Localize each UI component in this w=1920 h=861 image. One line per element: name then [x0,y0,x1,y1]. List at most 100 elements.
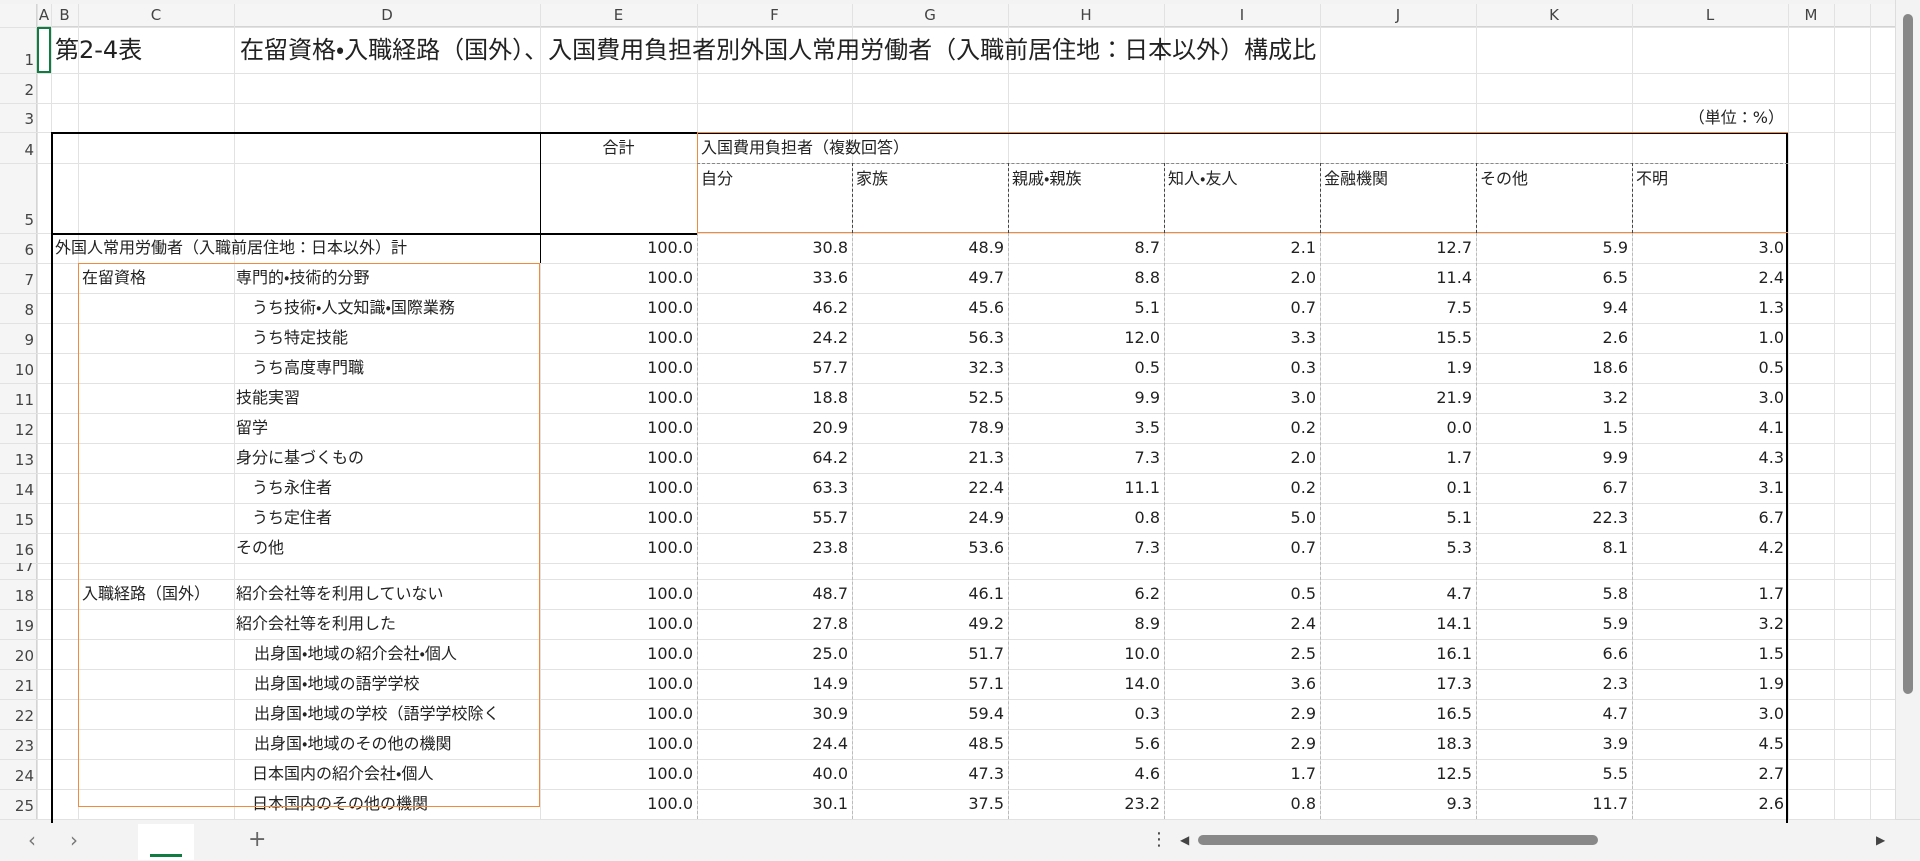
item-label: うち技術・人文知識・国際業務 [252,298,455,317]
value-cell: 24.4 [812,734,848,753]
grid-line [0,609,1895,610]
item-label: うち高度専門職 [252,358,365,377]
value-cell: 5.1 [1134,298,1160,317]
scroll-thumb[interactable] [1198,835,1598,845]
row-number: 13 [14,451,34,469]
prev-sheet[interactable]: ‹ [28,830,36,850]
value-cell: 0.2 [1290,418,1316,437]
value-cell: 0.1 [1446,478,1472,497]
value-cell: 22.3 [1592,508,1628,527]
value-cell: 12.7 [1436,238,1472,257]
value-cell: 4.3 [1758,448,1784,467]
value-cell: 3.3 [1290,328,1316,347]
value-cell: 30.9 [812,704,848,723]
row-number: 14 [14,481,34,499]
grid-line [0,789,1895,790]
value-cell: 1.7 [1758,584,1784,603]
add-sheet[interactable]: + [248,828,267,852]
value-cell: 1.5 [1758,644,1784,663]
value-cell: 22.4 [968,478,1004,497]
column-rule [1008,233,1009,819]
column-rule [1476,163,1477,233]
item-label: 日本国内のその他の機関 [252,794,429,813]
grid-line [0,699,1895,700]
value-cell: 7.3 [1134,538,1160,557]
value-cell: 8.1 [1602,538,1628,557]
vertical-scrollbar[interactable] [1895,0,1920,819]
row-number: 3 [24,110,34,128]
value-cell: 100.0 [647,794,693,813]
column-header: C [150,6,162,24]
value-cell: 45.6 [968,298,1004,317]
unit-label: （単位：%） [1688,107,1784,127]
value-cell: 30.8 [812,238,848,257]
grid-line [0,639,1895,640]
value-cell: 0.3 [1134,704,1160,723]
item-label: 日本国内の紹介会社・個人 [252,764,434,783]
value-cell: 6.6 [1602,644,1628,663]
column-rule [852,233,853,819]
grid-line [0,443,1895,444]
column-header: B [59,6,70,24]
item-label: 留学 [236,418,269,437]
value-cell: 56.3 [968,328,1004,347]
value-cell: 18.3 [1436,734,1472,753]
column-rule [1476,233,1477,819]
column-rule [1632,233,1633,819]
value-cell: 11.7 [1592,794,1628,813]
column-header-bar [0,4,1895,27]
column-header: J [1395,6,1401,24]
grid-line [0,293,1895,294]
value-cell: 0.5 [1134,358,1160,377]
value-cell: 27.8 [812,614,848,633]
row-number: 22 [14,707,34,725]
grid-line [540,4,541,819]
value-cell: 18.8 [812,388,848,407]
value-cell: 48.9 [968,238,1004,257]
value-cell: 8.7 [1134,238,1160,257]
table-number: 第2-4表 [55,36,143,64]
value-cell: 14.9 [812,674,848,693]
value-cell: 12.5 [1436,764,1472,783]
grid-line [0,563,1895,564]
column-rule [697,233,698,819]
column-rule [1164,233,1165,819]
value-cell: 9.9 [1134,388,1160,407]
value-cell: 2.6 [1602,328,1628,347]
value-cell: 0.3 [1290,358,1316,377]
value-cell: 0.5 [1290,584,1316,603]
grid-line [0,729,1895,730]
value-cell: 17.3 [1436,674,1472,693]
more-menu[interactable]: ⋮ [1150,829,1160,850]
scroll-thumb[interactable] [1903,14,1913,694]
sheet-tab-label[interactable] [138,830,194,852]
grid-line [0,579,1895,580]
grid-line [1870,4,1871,819]
horizontal-scrollbar[interactable]: ◀ ▶ [1180,830,1890,850]
next-sheet[interactable]: › [70,830,78,850]
value-cell: 100.0 [647,508,693,527]
sheet-tab[interactable] [138,824,194,860]
value-cell: 21.3 [968,448,1004,467]
grid-line [0,353,1895,354]
tab-underline [150,854,182,857]
total-rule [540,132,541,263]
value-cell: 12.0 [1124,328,1160,347]
value-cell: 5.5 [1602,764,1628,783]
column-header: D [381,6,393,24]
value-cell: 2.1 [1290,238,1316,257]
value-cell: 2.4 [1758,268,1784,287]
scroll-right[interactable]: ▶ [1876,833,1886,847]
grid-line [234,4,235,819]
value-cell: 6.5 [1602,268,1628,287]
scroll-left[interactable]: ◀ [1180,833,1190,847]
label-box [78,263,540,807]
value-cell: 5.3 [1446,538,1472,557]
grid-line [0,323,1895,324]
column-label: 知人・友人 [1168,169,1238,188]
item-label: 出身国・地域の紹介会社・個人 [254,644,457,663]
value-cell: 100.0 [647,538,693,557]
value-cell: 5.9 [1602,238,1628,257]
value-cell: 52.5 [968,388,1004,407]
value-cell: 2.0 [1290,448,1316,467]
